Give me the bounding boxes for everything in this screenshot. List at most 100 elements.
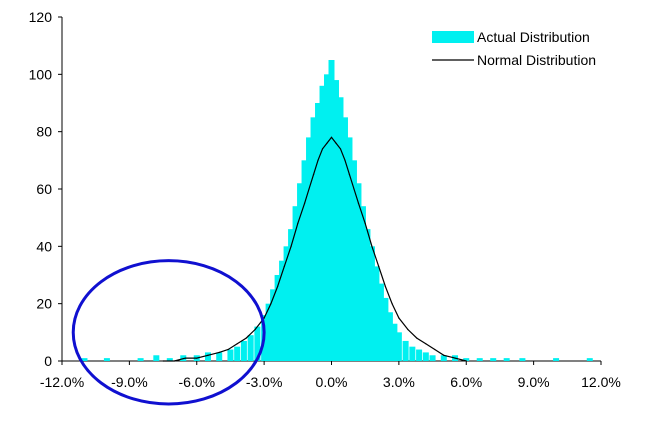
normal-distribution-point xyxy=(227,348,229,351)
normal-distribution-point xyxy=(297,222,299,224)
histogram-bar xyxy=(337,97,344,362)
normal-distribution-point xyxy=(277,285,279,288)
histogram-bar xyxy=(81,358,88,361)
y-tick-label: 120 xyxy=(29,9,53,25)
histogram-bar xyxy=(324,74,331,361)
histogram-bar xyxy=(382,297,389,361)
normal-distribution-point xyxy=(218,351,220,353)
normal-distribution-point xyxy=(173,360,175,362)
normal-distribution-point xyxy=(416,337,418,339)
histogram-bar xyxy=(373,266,380,361)
normal-distribution-point xyxy=(344,159,346,161)
normal-distribution-point xyxy=(283,265,285,267)
normal-distribution-point xyxy=(270,303,272,305)
normal-distribution-point xyxy=(391,303,393,305)
histogram-bar xyxy=(301,160,308,361)
histogram-bar xyxy=(364,229,371,361)
legend: Actual Distribution Normal Distribution xyxy=(432,29,596,68)
histogram-bar xyxy=(306,137,313,361)
histogram-bar xyxy=(137,358,144,361)
histogram-bar xyxy=(391,323,398,361)
histogram-bar xyxy=(440,355,447,361)
histogram-bar xyxy=(234,346,241,361)
histogram-bar xyxy=(283,246,290,361)
normal-distribution-point xyxy=(425,343,427,345)
y-tick-label: 20 xyxy=(36,296,52,312)
histogram-bar xyxy=(346,137,353,361)
normal-distribution-point xyxy=(303,202,306,204)
x-tick-label: 9.0% xyxy=(518,374,550,390)
normal-distribution-point xyxy=(371,245,373,247)
legend-label-normal: Normal Distribution xyxy=(477,52,596,68)
normal-distribution-point xyxy=(353,188,355,190)
y-tick-label: 60 xyxy=(36,181,52,197)
histogram-bar xyxy=(490,358,497,361)
normal-distribution-point xyxy=(254,328,256,331)
histogram-bar xyxy=(402,340,409,361)
histogram-bar xyxy=(332,80,339,362)
normal-distribution-point xyxy=(348,174,351,176)
histogram-bar xyxy=(265,303,272,361)
normal-distribution-point xyxy=(364,222,366,224)
normal-distribution-point xyxy=(384,285,386,288)
actual-distribution-bars xyxy=(81,60,593,362)
normal-distribution-point xyxy=(245,337,247,339)
normal-distribution-curve xyxy=(163,136,467,362)
normal-distribution-point xyxy=(434,348,436,351)
histogram-bar xyxy=(240,340,247,361)
histogram-bar xyxy=(310,117,317,361)
histogram-bar xyxy=(315,103,322,361)
legend-swatch-actual xyxy=(432,31,474,43)
x-tick-label: -12.0% xyxy=(40,374,84,390)
histogram-bar xyxy=(166,358,173,361)
histogram-bar xyxy=(355,183,362,361)
normal-distribution-point xyxy=(326,142,328,144)
normal-distribution-point xyxy=(236,343,238,345)
x-tick-label: 12.0% xyxy=(581,374,621,390)
histogram-bar xyxy=(416,349,423,361)
histogram-bar xyxy=(350,160,357,361)
normal-distribution-point xyxy=(317,159,319,161)
histogram-bar xyxy=(204,352,211,361)
normal-distribution-point xyxy=(207,354,209,356)
histogram-bar xyxy=(279,260,286,361)
normal-distribution-line xyxy=(162,136,467,362)
normal-distribution-point xyxy=(357,202,360,204)
histogram-bar xyxy=(377,283,384,361)
normal-distribution-point xyxy=(162,360,164,362)
histogram-bar xyxy=(386,312,393,361)
histogram-bar xyxy=(297,183,304,361)
histogram-bar xyxy=(519,358,526,361)
histogram-bar xyxy=(463,358,470,361)
histogram-bar xyxy=(270,289,277,361)
tail-highlight-annotation xyxy=(71,259,266,406)
y-tick-label: 40 xyxy=(36,238,52,254)
normal-distribution-point xyxy=(378,265,380,267)
histogram-bar xyxy=(227,349,234,361)
normal-distribution-point xyxy=(465,360,467,362)
y-axis: 0 20 40 60 80 100 120 xyxy=(29,9,63,369)
x-axis: -12.0% -9.0% -6.0% -3.0% 0.0% 3.0% 6.0% 9.0% 12.… xyxy=(40,360,621,390)
histogram-bar xyxy=(359,206,366,361)
histogram-bar xyxy=(328,60,335,361)
normal-distribution-point xyxy=(196,357,198,359)
normal-distribution-point xyxy=(407,328,409,331)
x-tick-label: 6.0% xyxy=(450,374,482,390)
normal-distribution-point xyxy=(312,174,315,176)
histogram-bar xyxy=(368,246,375,361)
x-tick-label: 3.0% xyxy=(383,374,415,390)
annotation-ellipse xyxy=(71,259,266,406)
normal-distribution-point xyxy=(321,148,324,150)
y-tick-label: 100 xyxy=(29,66,53,82)
normal-distribution-point xyxy=(330,136,333,138)
normal-distribution-point xyxy=(308,188,310,190)
histogram-bar xyxy=(429,355,436,361)
histogram-bar xyxy=(274,275,281,361)
x-tick-label: -3.0% xyxy=(246,374,283,390)
normal-distribution-point xyxy=(184,357,187,359)
x-tick-label: 0.0% xyxy=(316,374,348,390)
histogram-bar xyxy=(288,229,295,361)
histogram-bar xyxy=(586,358,593,361)
histogram-bar xyxy=(153,355,160,361)
